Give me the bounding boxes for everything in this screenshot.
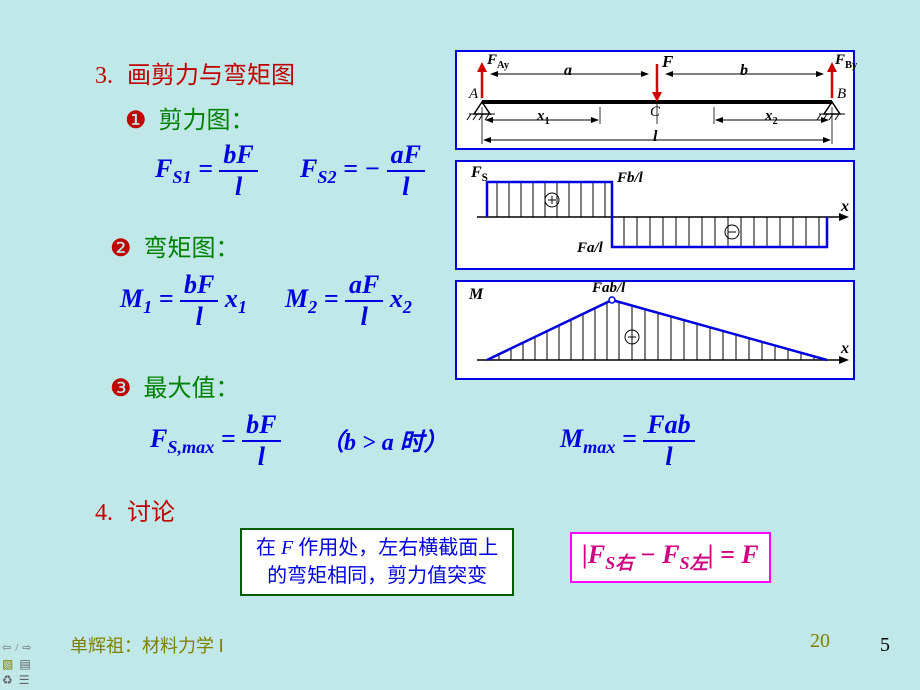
footer-page-20: 20 bbox=[810, 630, 830, 653]
footer-page-5: 5 bbox=[880, 634, 890, 657]
footer-credit: 单辉祖：材料力学 Ⅰ bbox=[70, 632, 224, 658]
heading-4-num: 4. bbox=[95, 500, 113, 526]
formula-m2: M2 = aFl x2 bbox=[285, 270, 412, 332]
formula-condition: （b > a 时） bbox=[320, 422, 448, 457]
note-box: 在 F 作用处，左右横截面上的弯矩相同，剪力值突变 bbox=[240, 528, 514, 596]
toolbar-icons: ♻ ☰ bbox=[2, 673, 30, 688]
arrow-left-icon[interactable]: ⇦ bbox=[2, 642, 11, 654]
heading-4-text: 讨论 bbox=[127, 500, 175, 526]
menu-icon[interactable]: ☰ bbox=[19, 673, 30, 688]
bullet1-text: 剪力图： bbox=[159, 108, 255, 134]
book-icon[interactable]: ▧ bbox=[2, 657, 13, 672]
heading-3-text: 画剪力与弯矩图 bbox=[127, 63, 295, 89]
formula-fsmax: FS,max = bFl bbox=[150, 410, 281, 472]
heading-3-num: 3. bbox=[95, 63, 113, 89]
shear-diagram: FS Fb/l Fa/l x bbox=[455, 160, 855, 270]
bullet1-num: ❶ bbox=[125, 107, 147, 134]
misc-icon[interactable]: ▤ bbox=[19, 657, 30, 672]
bullet3-num: ❸ bbox=[110, 375, 132, 402]
formula-fs1: FS1 = bFl bbox=[155, 140, 258, 202]
recycle-icon[interactable]: ♻ bbox=[2, 673, 13, 688]
formula-fs2: FS2 = − aFl bbox=[300, 140, 425, 202]
formula-mmax: Mmax = Fabl bbox=[560, 410, 695, 472]
formula-m1: M1 = bFl x1 bbox=[120, 270, 247, 332]
bullet2-text: 弯矩图： bbox=[144, 236, 240, 262]
moment-diagram: M Fab/l x bbox=[455, 280, 855, 380]
arrow-right-icon[interactable]: ⇨ bbox=[22, 642, 31, 654]
bullet2-num: ❷ bbox=[110, 235, 132, 262]
beam-diagram: FAy F FBy a b A B C x1 x2 l bbox=[455, 50, 855, 150]
jump-equation-box: |FS右 − FS左| = F bbox=[570, 532, 771, 583]
slash-icon: / bbox=[15, 642, 18, 654]
bullet3-text: 最大值： bbox=[144, 376, 240, 402]
